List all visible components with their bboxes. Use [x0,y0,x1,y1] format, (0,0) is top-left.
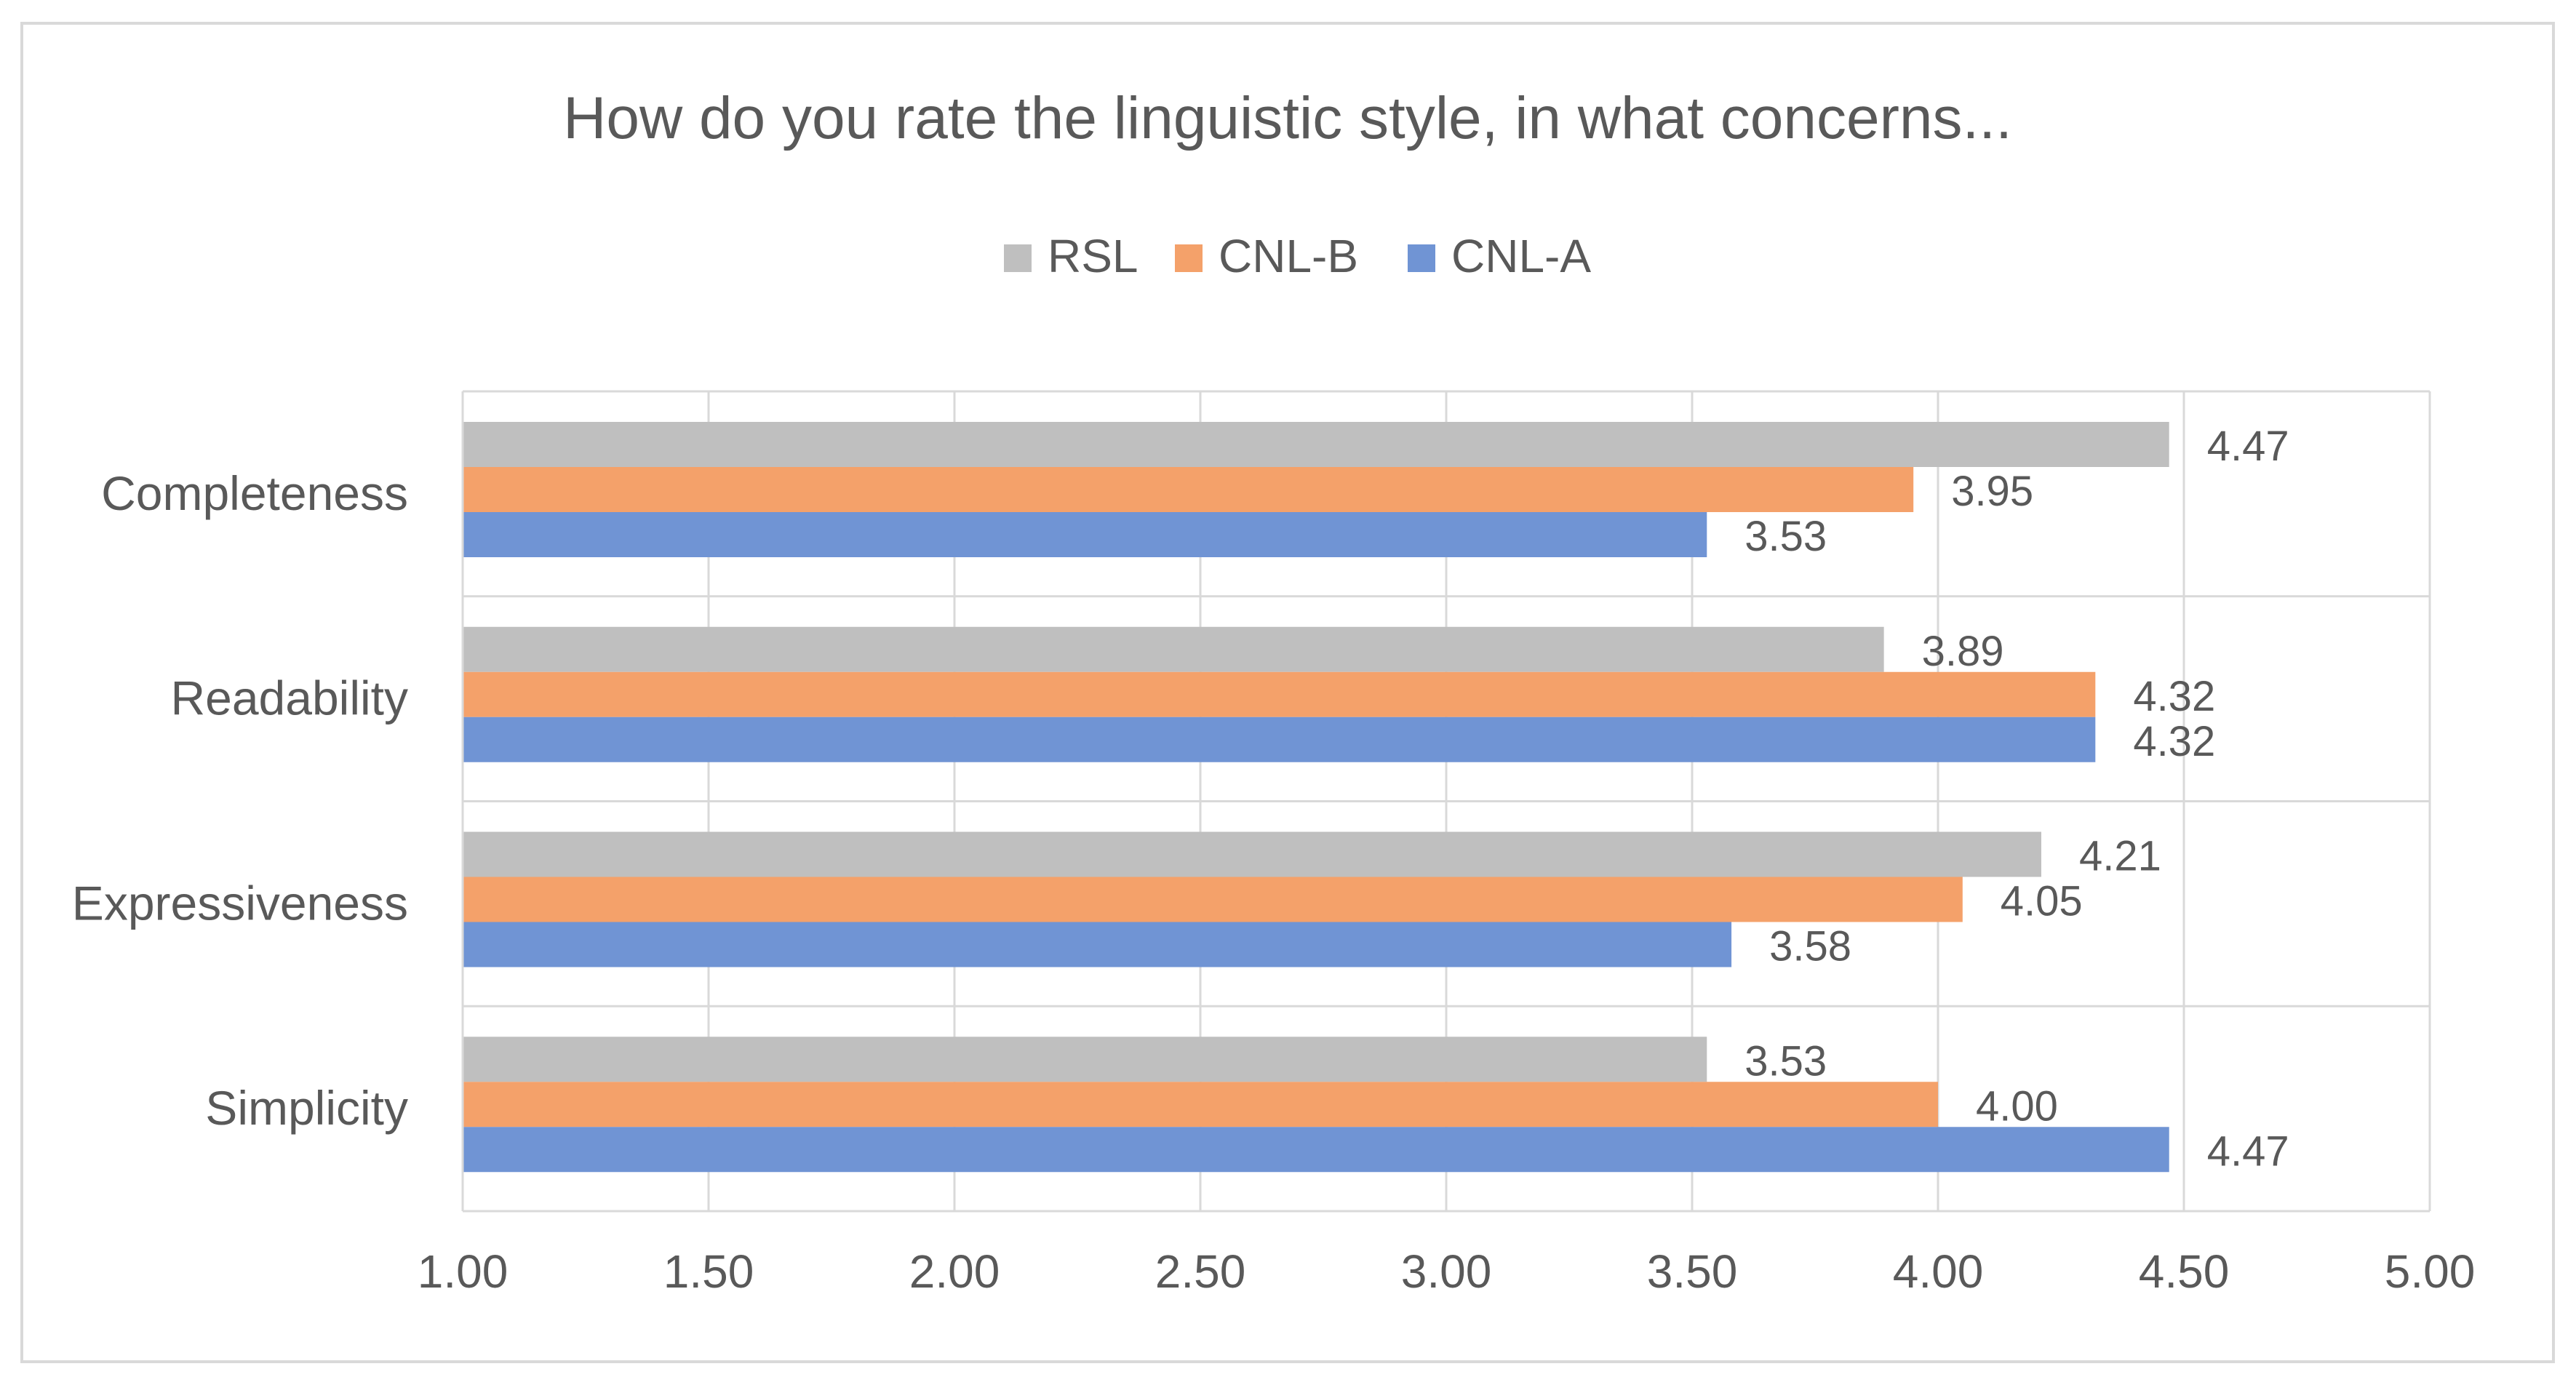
category-label: Expressiveness [72,876,408,930]
data-label: 3.53 [1744,1037,1827,1085]
bar-cnl-b-expressiveness [463,877,1963,922]
data-label: 4.47 [2207,423,2289,470]
x-tick-label: 3.50 [1647,1245,1738,1298]
category-label: Simplicity [205,1081,408,1135]
bar-cnl-a-expressiveness [463,922,1732,967]
category-label: Readability [170,671,408,725]
bar-rsl-readability [463,626,1884,672]
x-tick-label: 2.50 [1155,1245,1246,1298]
bar-rsl-expressiveness [463,831,2041,877]
x-tick-label: 4.00 [1893,1245,1984,1298]
legend-swatch [1004,244,1032,272]
data-label: 4.47 [2207,1127,2289,1175]
bar-rsl-simplicity [463,1037,1707,1082]
data-label: 4.05 [2001,878,2083,925]
legend: RSL CNL-B CNL-A [1004,230,1591,282]
data-label: 4.32 [2133,718,2215,765]
x-tick-label: 5.00 [2385,1245,2476,1298]
bars [463,422,2169,1173]
data-label: 4.00 [1976,1082,2058,1130]
x-tick-label: 2.00 [909,1245,1000,1298]
legend-label: RSL [1048,230,1139,282]
bar-cnl-b-simplicity [463,1082,1938,1127]
legend-item-cnl-b: CNL-B [1175,230,1358,282]
x-tick-label: 1.00 [418,1245,509,1298]
data-label: 4.21 [2079,833,2161,880]
bar-cnl-a-readability [463,717,2096,762]
category-label: Completeness [101,466,408,520]
plot-area: 4.47 3.95 3.53 3.89 4.324.32 4.214.05 3.58 3.53… [72,390,2476,1298]
bar-rsl-completeness [463,422,2169,467]
legend-swatch [1175,244,1203,272]
data-label: 3.58 [1769,923,1851,970]
x-tick-label: 3.00 [1401,1245,1492,1298]
legend-item-rsl: RSL [1004,230,1139,282]
category-axis: Completeness Readability Expressiveness Sim… [72,391,464,1211]
bar-cnl-a-completeness [463,512,1707,557]
x-tick-label: 4.50 [2139,1245,2230,1298]
legend-label: CNL-B [1219,230,1358,282]
data-label: 4.32 [2133,673,2215,720]
data-label: 3.95 [1951,468,2033,515]
bar-cnl-a-simplicity [463,1127,2169,1173]
data-labels: 4.47 3.95 3.53 3.89 4.324.32 4.214.05 3.58 3.53… [1744,423,2289,1175]
bar-cnl-b-readability [463,671,2096,717]
data-label: 3.53 [1744,513,1827,560]
bar-cnl-b-completeness [463,467,1914,512]
legend-swatch [1408,244,1435,272]
data-label: 3.89 [1922,628,2004,675]
value-axis: 1.00 1.50 2.00 2.50 3.00 3.50 4.00 4.50 5.00 [418,1245,2476,1298]
legend-item-cnl-a: CNL-A [1408,230,1591,282]
chart-title: How do you rate the linguistic style, in… [563,85,2012,151]
legend-label: CNL-A [1451,230,1591,282]
x-tick-label: 1.50 [663,1245,754,1298]
